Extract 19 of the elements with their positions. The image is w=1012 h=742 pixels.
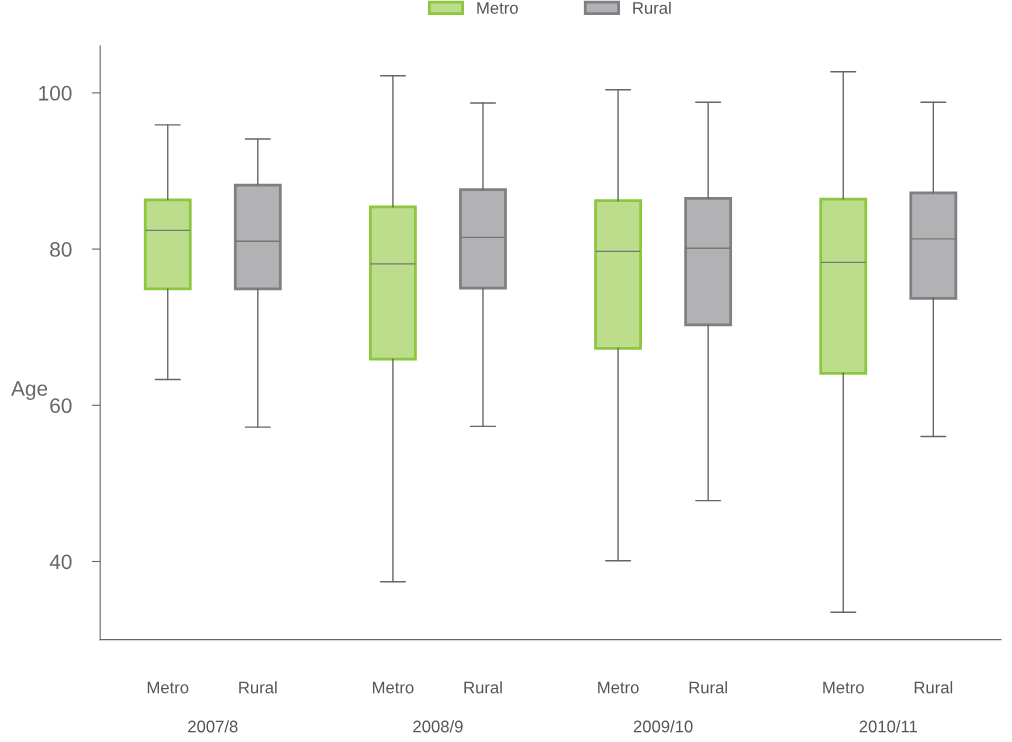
y-axis-title: Age [11, 381, 48, 400]
text: Metro [598, 681, 639, 694]
y-tick-label: 60 [50, 398, 72, 414]
x-tick-label: 2010/11 [859, 720, 917, 733]
text: Rural [914, 681, 953, 694]
text: Rural [239, 681, 277, 694]
y-tick-label: 40 [49, 554, 72, 570]
y-tick-label: 100 [39, 85, 72, 101]
x-tick-label: 2009/10 [633, 720, 693, 733]
x-tick-label: 2007/8 [188, 720, 238, 733]
text: Metro [147, 681, 189, 694]
text: Rural [689, 681, 727, 694]
legend-label: Metro [477, 2, 518, 14]
legend-label: Rural [633, 1, 671, 14]
x-tick-label: 2008/9 [413, 720, 463, 733]
text: Metro [372, 681, 414, 694]
text: Metro [823, 681, 864, 694]
y-tick-label: 80 [50, 242, 72, 257]
text: Rural [464, 681, 502, 694]
